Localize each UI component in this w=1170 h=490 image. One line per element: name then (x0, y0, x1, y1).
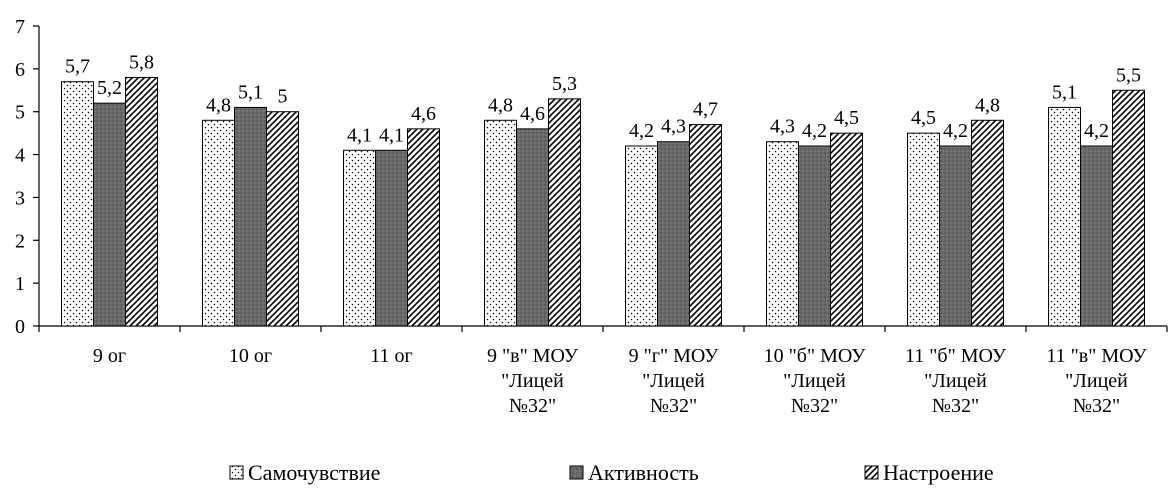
legend-label: Настроение (883, 460, 994, 485)
chart-category-labels: 9 ог 10 ог 11 ог 9 "в" МОУ "Лицей №32" 9 "г" М… (93, 345, 1148, 417)
bar (93, 102, 126, 327)
data-label: 4,2 (1084, 120, 1109, 142)
data-label: 5,1 (1052, 81, 1077, 103)
bar (1112, 89, 1145, 327)
data-label: 4,2 (802, 120, 827, 142)
bar (548, 98, 581, 327)
data-label: 4,2 (943, 120, 968, 142)
bar (971, 119, 1004, 327)
x-tick-label: "Лицей (924, 370, 987, 392)
bar (484, 119, 517, 327)
data-label: 5,1 (238, 81, 263, 103)
y-tick-label: 5 (15, 102, 25, 124)
x-tick-label: 10 "б" МОУ (764, 345, 867, 367)
data-label: 4,3 (661, 116, 686, 138)
bar (689, 124, 722, 327)
data-label: 4,1 (379, 124, 404, 146)
legend-swatch (229, 465, 244, 480)
x-tick-label: №32" (791, 395, 838, 417)
data-label: 5,2 (97, 77, 122, 99)
x-tick-label: №32" (650, 395, 697, 417)
x-tick-label: №32" (932, 395, 979, 417)
x-tick-label: 10 ог (229, 345, 272, 367)
chart-legend: Самочувствие Активность Настроение (229, 460, 994, 485)
bar (798, 145, 831, 327)
data-label: 4,1 (347, 124, 372, 146)
bar (375, 149, 408, 327)
bar (625, 145, 658, 327)
data-label: 4,2 (629, 120, 654, 142)
y-tick-label: 1 (15, 273, 25, 295)
x-tick-label: 9 ог (93, 345, 126, 367)
x-tick-label: №32" (1073, 395, 1120, 417)
bar (766, 141, 799, 327)
y-tick-label: 2 (15, 230, 25, 252)
x-tick-label: "Лицей (501, 370, 564, 392)
x-tick-label: 9 "г" МОУ (629, 345, 720, 367)
y-tick-label: 3 (15, 187, 25, 209)
data-label: 4,5 (834, 107, 859, 129)
x-tick-label: "Лицей (1065, 370, 1128, 392)
bar (657, 141, 690, 327)
bar (1048, 106, 1081, 327)
data-label: 4,8 (975, 94, 1000, 116)
y-tick-label: 0 (15, 316, 25, 338)
legend-label: Активность (588, 460, 699, 485)
x-tick-label: 11 ог (370, 345, 412, 367)
chart-bars (61, 76, 1145, 327)
data-label: 5,3 (552, 73, 577, 95)
bar (1080, 145, 1113, 327)
x-tick-label: 11 "б" МОУ (905, 345, 1007, 367)
x-tick-label: 11 "в" МОУ (1046, 345, 1147, 367)
bar (516, 128, 549, 327)
bar (830, 132, 863, 327)
data-label: 4,6 (411, 103, 436, 125)
bar (202, 119, 235, 327)
x-tick-label: "Лицей (783, 370, 846, 392)
bar (266, 111, 299, 327)
bar (407, 128, 440, 327)
bar (343, 149, 376, 327)
bar (61, 81, 94, 327)
bar (907, 132, 940, 327)
legend-swatch (569, 465, 584, 480)
y-tick-label: 4 (15, 145, 25, 167)
bar (939, 145, 972, 327)
data-label: 4,6 (520, 103, 545, 125)
data-label: 5,7 (65, 56, 90, 78)
data-label: 4,5 (911, 107, 936, 129)
bar (234, 106, 267, 327)
x-tick-label: №32" (509, 395, 556, 417)
x-tick-label: 9 "в" МОУ (487, 345, 579, 367)
data-label: 5,8 (129, 51, 154, 73)
x-tick-label: "Лицей (642, 370, 705, 392)
data-label: 4,3 (770, 116, 795, 138)
chart-data-labels: 5,7 5,2 5,8 4,8 5,1 5 4,1 4,1 4,6 4,8 4,6 5,3 4,2 4,3… (65, 51, 1141, 146)
legend-label: Самочувствие (248, 460, 380, 485)
data-label: 4,8 (488, 94, 513, 116)
data-label: 5 (278, 86, 288, 108)
y-tick-label: 7 (15, 16, 25, 38)
y-tick-label: 6 (15, 59, 25, 81)
data-label: 4,8 (206, 94, 231, 116)
data-label: 5,5 (1116, 64, 1141, 86)
legend-swatch (864, 465, 879, 480)
bar (125, 76, 158, 327)
data-label: 4,7 (693, 99, 718, 121)
